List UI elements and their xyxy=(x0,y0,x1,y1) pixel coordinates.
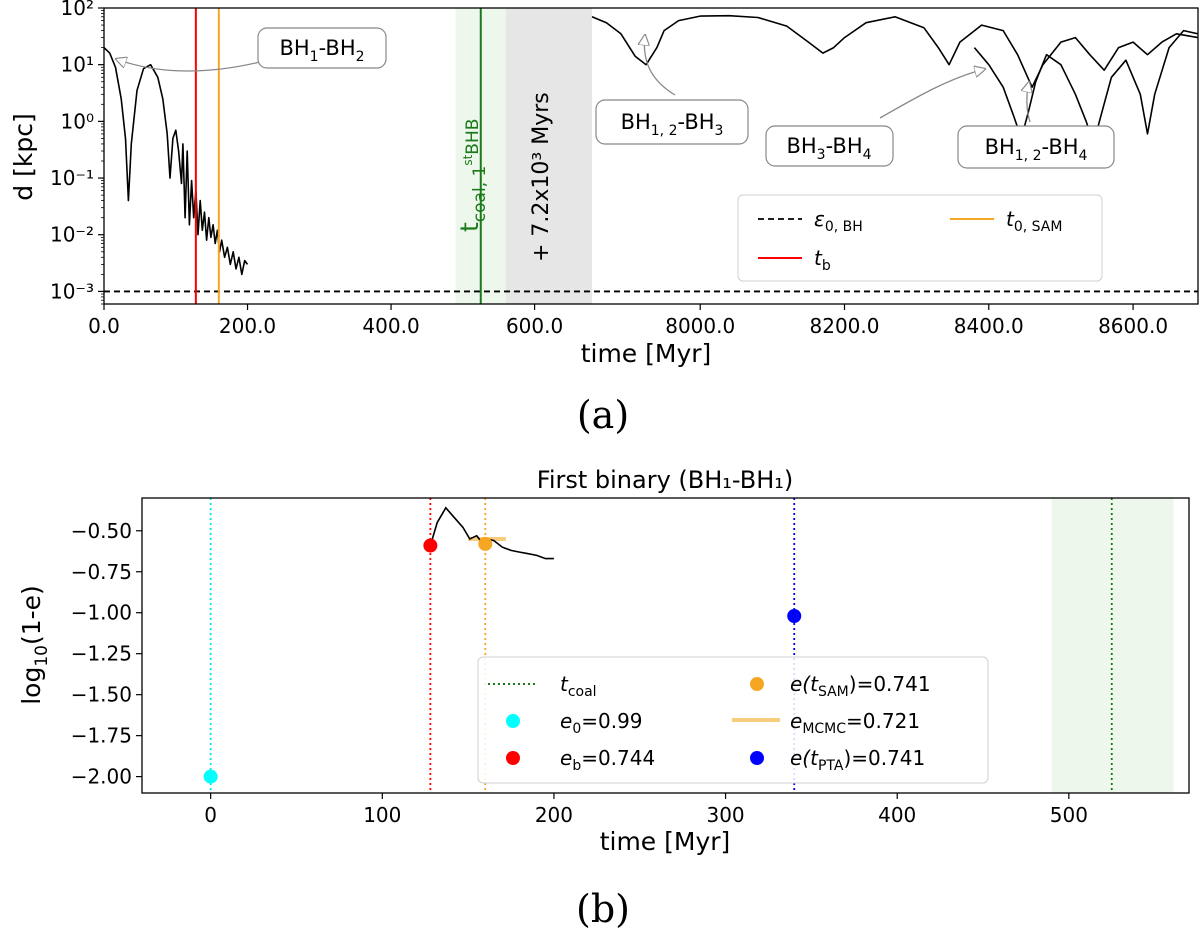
coalescence-label: tcoal, 1stBHB xyxy=(455,119,490,232)
panel-a-ticks: 0.0 200.0 400.0 600.0 8000.0 8200.0 8400.0 8600… xyxy=(50,0,1168,338)
point-eb xyxy=(423,538,438,553)
panel-b-title: First binary (BH₁-BH₁) xyxy=(537,466,793,494)
legend-esam-marker xyxy=(750,677,764,691)
panel-a: BH1-BH2 BH1, 2-BH3 BH3-BH4 BH1, 2-BH4 tc… xyxy=(9,0,1199,437)
separation-curve-0 xyxy=(104,47,249,276)
xtick-b-4-label: 400 xyxy=(878,803,916,827)
ytick-a-2-label: 10⁻¹ xyxy=(50,166,94,190)
panel-a-legend: ε0, BH t0, SAM tb xyxy=(737,194,1103,282)
ytick-b-6-label: −2.00 xyxy=(71,765,132,789)
xtick-late-1-label: 8200.0 xyxy=(810,314,880,338)
annotation-bh1-bh2-label: BH1-BH2 xyxy=(279,36,364,65)
ytick-a-4-label: 10¹ xyxy=(61,53,94,77)
panel-b-legend: tcoal e(tSAM)=0.741 e0=0.99 eMCMC=0.721 … xyxy=(477,656,989,784)
xtick-late-0-label: 8000.0 xyxy=(665,314,735,338)
xtick-b-3-label: 300 xyxy=(706,803,744,827)
time-break-span xyxy=(505,8,592,304)
xtick-b-0-label: 0 xyxy=(204,803,217,827)
xtick-late-2-label: 8400.0 xyxy=(954,314,1024,338)
xtick-early-2-label: 400.0 xyxy=(362,314,419,338)
panel-b-curve xyxy=(429,506,554,560)
xtick-b-2-label: 200 xyxy=(535,803,573,827)
annotation-arrows xyxy=(116,35,1030,123)
legend-t0sam-label: t0, SAM xyxy=(1006,207,1062,235)
xtick-b-1-label: 100 xyxy=(363,803,401,827)
point-e0 xyxy=(203,769,218,784)
legend-emcmc-label: eMCMC=0.721 xyxy=(790,709,920,737)
ytick-b-0-label: −0.50 xyxy=(71,519,132,543)
panel-a-ylabel: d [kpc] xyxy=(9,113,38,200)
legend-e0-label: e0=0.99 xyxy=(560,709,643,737)
legend-eps-label: ε0, BH xyxy=(814,207,863,235)
legend-e0-marker xyxy=(506,714,520,728)
arrow-bh1-bh2 xyxy=(116,59,269,72)
annotation-bh12-bh3-label: BH1, 2-BH3 xyxy=(621,110,724,139)
panel-b-caption: (b) xyxy=(576,887,630,931)
panel-a-xlabel: time [Myr] xyxy=(581,339,712,368)
panel-b-ylabel: log10(1-e) xyxy=(17,585,52,705)
panel-b-frame xyxy=(141,497,1190,794)
xtick-early-0-label: 0.0 xyxy=(88,314,120,338)
annotation-bh12-bh4: BH1, 2-BH4 xyxy=(957,125,1115,169)
ytick-a-3-label: 10⁰ xyxy=(61,109,94,133)
point-eSAM xyxy=(478,536,493,551)
legend-eb-label: eb=0.744 xyxy=(560,746,655,774)
legend-eb-marker xyxy=(506,751,520,765)
legend-esam-label: e(tSAM)=0.741 xyxy=(790,672,931,700)
annotation-bh3-bh4: BH3-BH4 xyxy=(765,125,894,167)
panel-b-xlabel: time [Myr] xyxy=(600,827,731,856)
arrow-bh12-bh3 xyxy=(644,35,676,96)
annotation-bh12-bh4-label: BH1, 2-BH4 xyxy=(985,135,1088,164)
panel-a-frame xyxy=(103,7,1199,305)
separation-curve-2 xyxy=(973,29,1198,145)
panel-a-vertical-lines xyxy=(104,8,1198,304)
xtick-early-3-label: 600.0 xyxy=(506,314,563,338)
annotation-bh12-bh3: BH1, 2-BH3 xyxy=(595,99,749,145)
panel-a-curves xyxy=(104,14,1198,276)
ytick-b-1-label: −0.75 xyxy=(71,560,132,584)
xtick-b-5-label: 500 xyxy=(1050,803,1088,827)
ytick-b-5-label: −1.75 xyxy=(71,724,132,748)
time-break-label: + 7.2x10³ Myrs xyxy=(529,92,554,262)
xtick-late-3-label: 8600.0 xyxy=(1098,314,1168,338)
legend-epta-label: e(tPTA)=0.741 xyxy=(790,746,925,774)
annotation-bh3-bh4-label: BH3-BH4 xyxy=(786,134,871,163)
xtick-early-1-label: 200.0 xyxy=(219,314,276,338)
ytick-a-0-label: 10⁻³ xyxy=(50,279,94,303)
separation-curve-1 xyxy=(591,14,1198,88)
point-ePTA xyxy=(787,609,802,623)
panel-b-ticks: 0 100 200 300 400 500 −0.50 −0.75 −1.00 −1.25 −1.5… xyxy=(71,519,1088,827)
annotation-bh1-bh2: BH1-BH2 xyxy=(257,27,387,69)
panel-a-caption: (a) xyxy=(577,393,629,437)
panel-b: First binary (BH₁-BH₁) 0 100 200 300 400 500 −… xyxy=(17,466,1190,931)
panel-b-points xyxy=(203,536,802,784)
arrow-bh12-bh4 xyxy=(1027,82,1030,123)
legend-tcoal-label: tcoal xyxy=(560,672,597,700)
ytick-a-5-label: 10² xyxy=(61,0,94,20)
ytick-b-4-label: −1.50 xyxy=(71,683,132,707)
ytick-b-3-label: −1.25 xyxy=(71,642,132,666)
eccentricity-curve xyxy=(429,506,554,560)
ytick-a-1-label: 10⁻² xyxy=(50,223,94,247)
legend-epta-marker xyxy=(750,751,764,765)
panel-a-shading xyxy=(455,8,592,304)
arrow-bh3-bh4 xyxy=(879,69,985,119)
ytick-b-2-label: −1.00 xyxy=(71,601,132,625)
legend-tb-label: tb xyxy=(814,246,831,274)
